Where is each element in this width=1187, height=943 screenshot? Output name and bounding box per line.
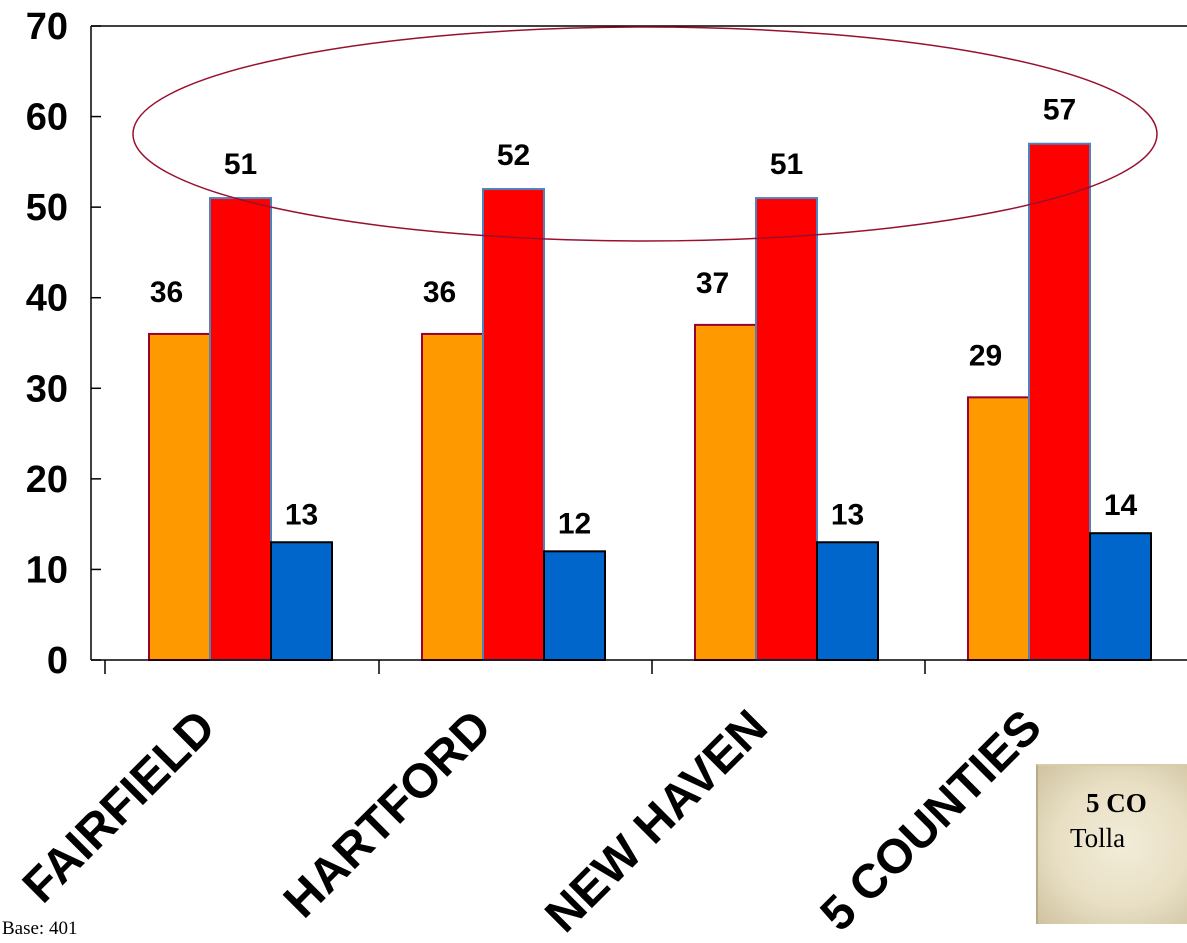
bar xyxy=(543,550,606,661)
axes-layer xyxy=(90,25,1187,674)
y-tick-labels: 0 10 20 30 40 50 60 70 xyxy=(26,6,68,682)
bar xyxy=(270,541,333,661)
data-label: 57 xyxy=(1043,94,1076,127)
data-label: 36 xyxy=(423,276,456,309)
y-tick-label: 10 xyxy=(26,549,68,591)
note-box: 5 CO Tolla xyxy=(1036,764,1187,924)
data-label: 51 xyxy=(224,148,257,181)
y-tick-label: 60 xyxy=(26,97,68,139)
data-label: 37 xyxy=(696,267,729,300)
category-labels: FAIRFIELD HARTFORD NEW HAVEN 5 COUNTIES xyxy=(13,700,1052,942)
bar xyxy=(1028,142,1091,661)
bar xyxy=(816,541,879,661)
data-label: 36 xyxy=(150,276,183,309)
bar xyxy=(755,197,818,661)
data-label: 12 xyxy=(558,507,591,540)
note-box-title: 5 CO xyxy=(1086,788,1147,818)
highlight-ellipse xyxy=(132,26,1158,242)
data-label: 52 xyxy=(497,139,530,172)
data-label: 51 xyxy=(770,148,803,181)
base-note: Base: 401 xyxy=(2,918,78,939)
bar xyxy=(148,332,211,661)
bar xyxy=(209,197,272,661)
y-tick-label: 30 xyxy=(26,368,68,410)
data-labels: 36 51 13 36 52 12 37 51 13 29 57 14 xyxy=(150,94,1138,541)
category-label: NEW HAVEN xyxy=(535,700,777,942)
y-tick-label: 0 xyxy=(47,640,68,682)
y-tick-label: 20 xyxy=(26,459,68,501)
bars-layer xyxy=(148,142,1152,662)
bar xyxy=(694,323,757,661)
y-tick-label: 70 xyxy=(26,6,68,48)
category-label: HARTFORD xyxy=(274,700,502,928)
data-label: 14 xyxy=(1104,489,1138,522)
bar xyxy=(1089,532,1152,662)
y-tick-label: 50 xyxy=(26,187,68,229)
bar xyxy=(482,188,545,661)
y-tick-label: 40 xyxy=(26,278,68,320)
data-label: 13 xyxy=(285,498,318,531)
note-box-text: Tolla xyxy=(1070,823,1126,853)
category-label: 5 COUNTIES xyxy=(811,700,1052,941)
bar xyxy=(967,396,1030,661)
data-label: 13 xyxy=(831,498,864,531)
category-label: FAIRFIELD xyxy=(13,700,226,913)
data-label: 29 xyxy=(969,339,1002,372)
bar xyxy=(421,332,484,661)
